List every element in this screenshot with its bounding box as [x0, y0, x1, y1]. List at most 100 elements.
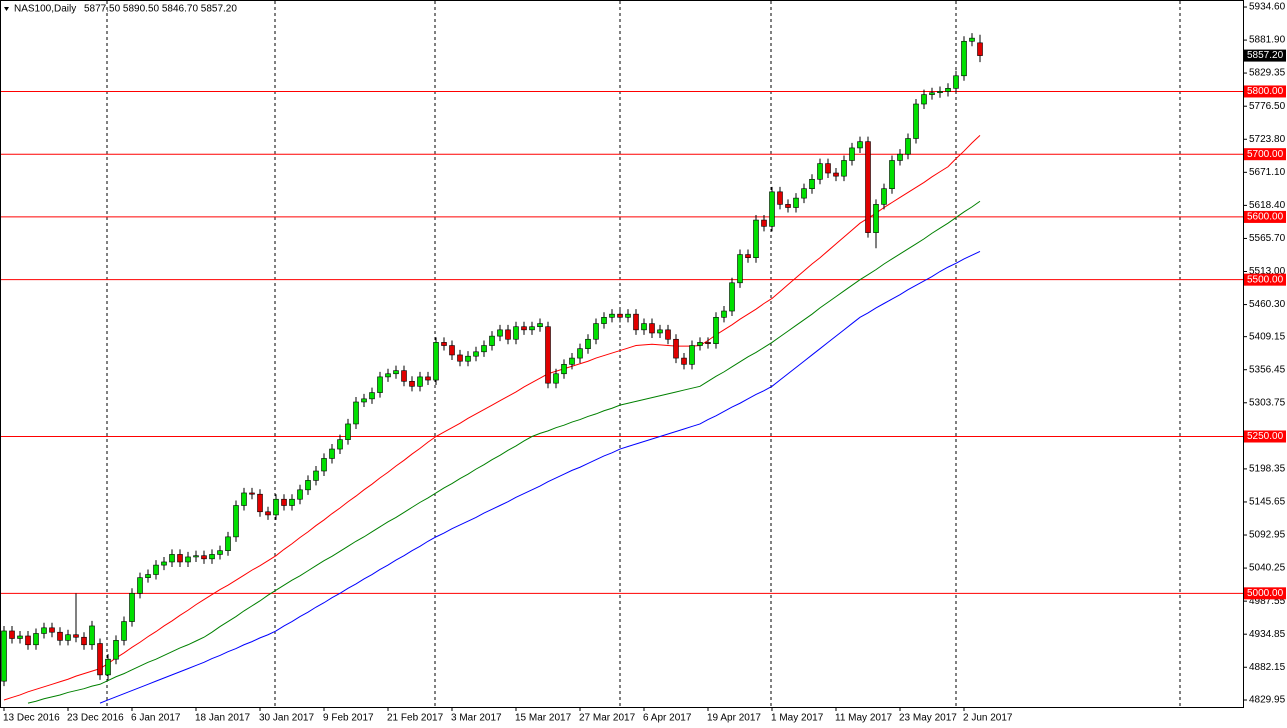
candle-body	[681, 357, 687, 365]
candle-body	[49, 627, 55, 633]
candle-body	[921, 94, 927, 105]
candle-body	[25, 635, 31, 646]
moving-average	[3, 135, 981, 701]
candle-body	[937, 91, 943, 94]
candle-body	[585, 338, 591, 349]
candle-body	[729, 282, 735, 312]
y-tick-label: 5513.00	[1249, 266, 1286, 277]
candle-body	[201, 555, 207, 560]
candle-body	[185, 556, 191, 563]
y-tick-label: 5776.50	[1249, 101, 1286, 112]
moving-average	[99, 250, 981, 704]
candle-body	[193, 555, 199, 558]
candle-body	[329, 448, 335, 459]
candle-body	[857, 141, 863, 149]
candle-body	[577, 348, 583, 359]
candle-body	[897, 153, 903, 161]
y-tick-label: 5356.45	[1249, 364, 1286, 375]
candle-body	[569, 357, 575, 365]
period-separators	[106, 1, 1181, 707]
candle-body	[889, 160, 895, 190]
x-tick-label: 6 Apr 2017	[643, 713, 692, 724]
candle-body	[953, 75, 959, 89]
candle-body	[241, 492, 247, 506]
candle-body	[809, 178, 815, 190]
candle-body	[665, 329, 671, 340]
candle-body	[305, 480, 311, 491]
candle-body	[17, 635, 23, 639]
y-tick-label: 4882.15	[1249, 662, 1286, 673]
candle-body	[121, 621, 127, 641]
level-label: 5600.00	[1247, 212, 1284, 223]
candle-body	[473, 351, 479, 357]
x-tick-label: 2 Jun 2017	[963, 713, 1013, 724]
y-tick-label: 5198.35	[1249, 464, 1286, 475]
y-tick-label: 5881.90	[1249, 35, 1286, 46]
x-tick-label: 3 Mar 2017	[451, 713, 502, 724]
candle-body	[265, 511, 271, 516]
candle-body	[825, 163, 831, 174]
candle-body	[617, 313, 623, 318]
candle-body	[153, 564, 159, 575]
candle-body	[57, 631, 63, 641]
level-box	[1244, 148, 1286, 161]
candle-body	[785, 204, 791, 208]
y-tick-label: 5145.65	[1249, 497, 1286, 508]
candle-body	[417, 376, 423, 387]
x-tick-label: 23 May 2017	[899, 713, 957, 724]
candle-body	[393, 370, 399, 375]
y-tick-label: 5409.15	[1249, 331, 1286, 342]
y-tick-label: 4987.55	[1249, 596, 1286, 607]
candle-body	[105, 658, 111, 676]
chart-title: NAS100,Daily	[14, 4, 76, 15]
x-tick-label: 6 Jan 2017	[131, 713, 181, 724]
candle-body	[65, 634, 71, 641]
candle-body	[361, 398, 367, 403]
x-tick-label: 19 Apr 2017	[707, 713, 761, 724]
candle-body	[801, 188, 807, 199]
candle-body	[465, 355, 471, 362]
candle-body	[369, 392, 375, 400]
candle-body	[689, 345, 695, 365]
x-tick-label: 9 Feb 2017	[323, 713, 374, 724]
candle-body	[537, 323, 543, 328]
candle-body	[849, 147, 855, 161]
candle-body	[793, 197, 799, 208]
candle-body	[641, 323, 647, 331]
candle-body	[257, 493, 263, 513]
x-tick-label: 30 Jan 2017	[259, 713, 314, 724]
candle-body	[745, 254, 751, 259]
y-tick-label: 5934.60	[1249, 2, 1286, 13]
candle-body	[281, 498, 287, 506]
candle-body	[625, 313, 631, 318]
y-tick-label: 5303.75	[1249, 397, 1286, 408]
candle-body	[873, 204, 879, 233]
candle-body	[593, 323, 599, 340]
ohlc-info: 5877.50 5890.50 5846.70 5857.20	[84, 4, 237, 15]
moving-average	[27, 200, 981, 704]
candle-body	[129, 593, 135, 622]
current-price-label: 5857.20	[1247, 50, 1284, 61]
level-box	[1244, 273, 1286, 286]
y-tick-label: 5040.25	[1249, 563, 1286, 574]
candle-body	[865, 141, 871, 233]
candle-body	[401, 370, 407, 382]
candle-body	[721, 310, 727, 318]
level-label: 5500.00	[1247, 274, 1284, 285]
y-tick-label: 5618.40	[1249, 200, 1286, 211]
level-label: 5700.00	[1247, 149, 1284, 160]
candle-body	[513, 326, 519, 340]
candle-body	[649, 323, 655, 334]
candle-body	[161, 561, 167, 566]
level-label: 5800.00	[1247, 86, 1284, 97]
candle-body	[753, 219, 759, 259]
candle-body	[713, 317, 719, 344]
level-label: 5000.00	[1247, 588, 1284, 599]
x-tick-label: 1 May 2017	[771, 713, 824, 724]
candle-body	[833, 172, 839, 177]
candle-body	[385, 373, 391, 378]
y-tick-label: 5829.35	[1249, 68, 1286, 79]
candle-body	[209, 554, 215, 560]
